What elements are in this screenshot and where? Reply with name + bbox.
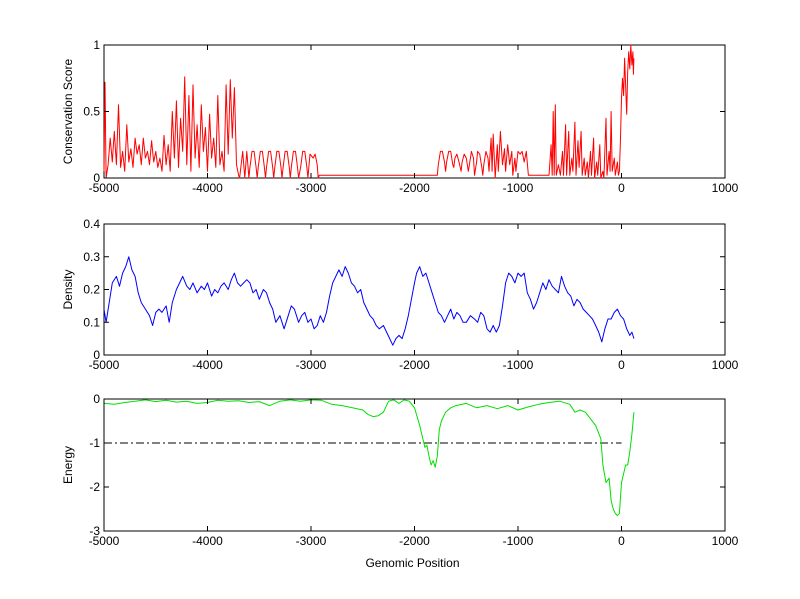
conservation-score-x-tick-label: -5000 xyxy=(89,181,120,195)
conservation-score-y-tick-label: 0 xyxy=(93,171,100,185)
conservation-score-x-tick-label: -1000 xyxy=(503,181,534,195)
energy-y-tick-label: -2 xyxy=(89,480,100,494)
energy-x-tick-label: 1000 xyxy=(712,534,739,548)
energy-y-tick-label: -3 xyxy=(89,524,100,538)
conservation-score-panel: -5000 -4000 -3000 -2000 -1000 0 1000 0 0.5 1 Conse… xyxy=(61,38,739,195)
conservation-score-series-line xyxy=(103,44,635,179)
conservation-score-x-tick-label: -2000 xyxy=(399,181,430,195)
energy-panel: -5000 -4000 -3000 -2000 -1000 0 1000 -3 -2 -1 0 Ene… xyxy=(61,392,739,548)
conservation-score-x-tick-label: 1000 xyxy=(712,181,739,195)
energy-y-axis-label: Energy xyxy=(61,446,75,484)
density-plot-area xyxy=(103,223,726,356)
energy-y-tick-label: 0 xyxy=(93,392,100,406)
density-x-tick-label: -2000 xyxy=(399,358,430,372)
density-y-tick-label: 0 xyxy=(93,348,100,362)
density-series-line xyxy=(103,256,635,346)
conservation-score-y-axis-label: Conservation Score xyxy=(61,58,75,164)
energy-plot-area xyxy=(103,398,726,532)
density-y-tick-label: 0.3 xyxy=(83,250,100,264)
density-x-tick-label: -5000 xyxy=(89,358,120,372)
x-axis-label: Genomic Position xyxy=(365,556,459,570)
conservation-score-x-tick-label: 0 xyxy=(618,181,625,195)
energy-x-tick-label: -2000 xyxy=(399,534,430,548)
energy-x-tick-label: 0 xyxy=(618,534,625,548)
conservation-score-y-tick-label: 0.5 xyxy=(83,105,100,119)
conservation-score-x-tick-label: -4000 xyxy=(192,181,223,195)
density-x-tick-label: -3000 xyxy=(296,358,327,372)
energy-x-tick-label: -4000 xyxy=(192,534,223,548)
density-panel: -5000 -4000 -3000 -2000 -1000 0 1000 0 0.1 0.2 0.3… xyxy=(61,217,739,372)
density-y-axis-label: Density xyxy=(61,269,75,309)
energy-series-line xyxy=(103,399,635,517)
conservation-score-y-tick-label: 1 xyxy=(93,38,100,52)
energy-x-tick-label: -3000 xyxy=(296,534,327,548)
energy-x-tick-label: -1000 xyxy=(503,534,534,548)
density-x-tick-label: 0 xyxy=(618,358,625,372)
density-x-tick-label: 1000 xyxy=(712,358,739,372)
conservation-score-x-tick-label: -3000 xyxy=(296,181,327,195)
density-y-tick-label: 0.4 xyxy=(83,217,100,231)
density-y-tick-label: 0.2 xyxy=(83,283,100,297)
energy-y-tick-label: -1 xyxy=(89,436,100,450)
density-y-tick-label: 0.1 xyxy=(83,315,100,329)
density-x-tick-label: -1000 xyxy=(503,358,534,372)
density-x-tick-label: -4000 xyxy=(192,358,223,372)
energy-x-tick-label: -5000 xyxy=(89,534,120,548)
